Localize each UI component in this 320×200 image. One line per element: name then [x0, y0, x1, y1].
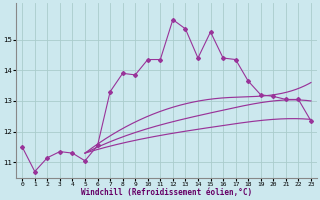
- X-axis label: Windchill (Refroidissement éolien,°C): Windchill (Refroidissement éolien,°C): [81, 188, 252, 197]
